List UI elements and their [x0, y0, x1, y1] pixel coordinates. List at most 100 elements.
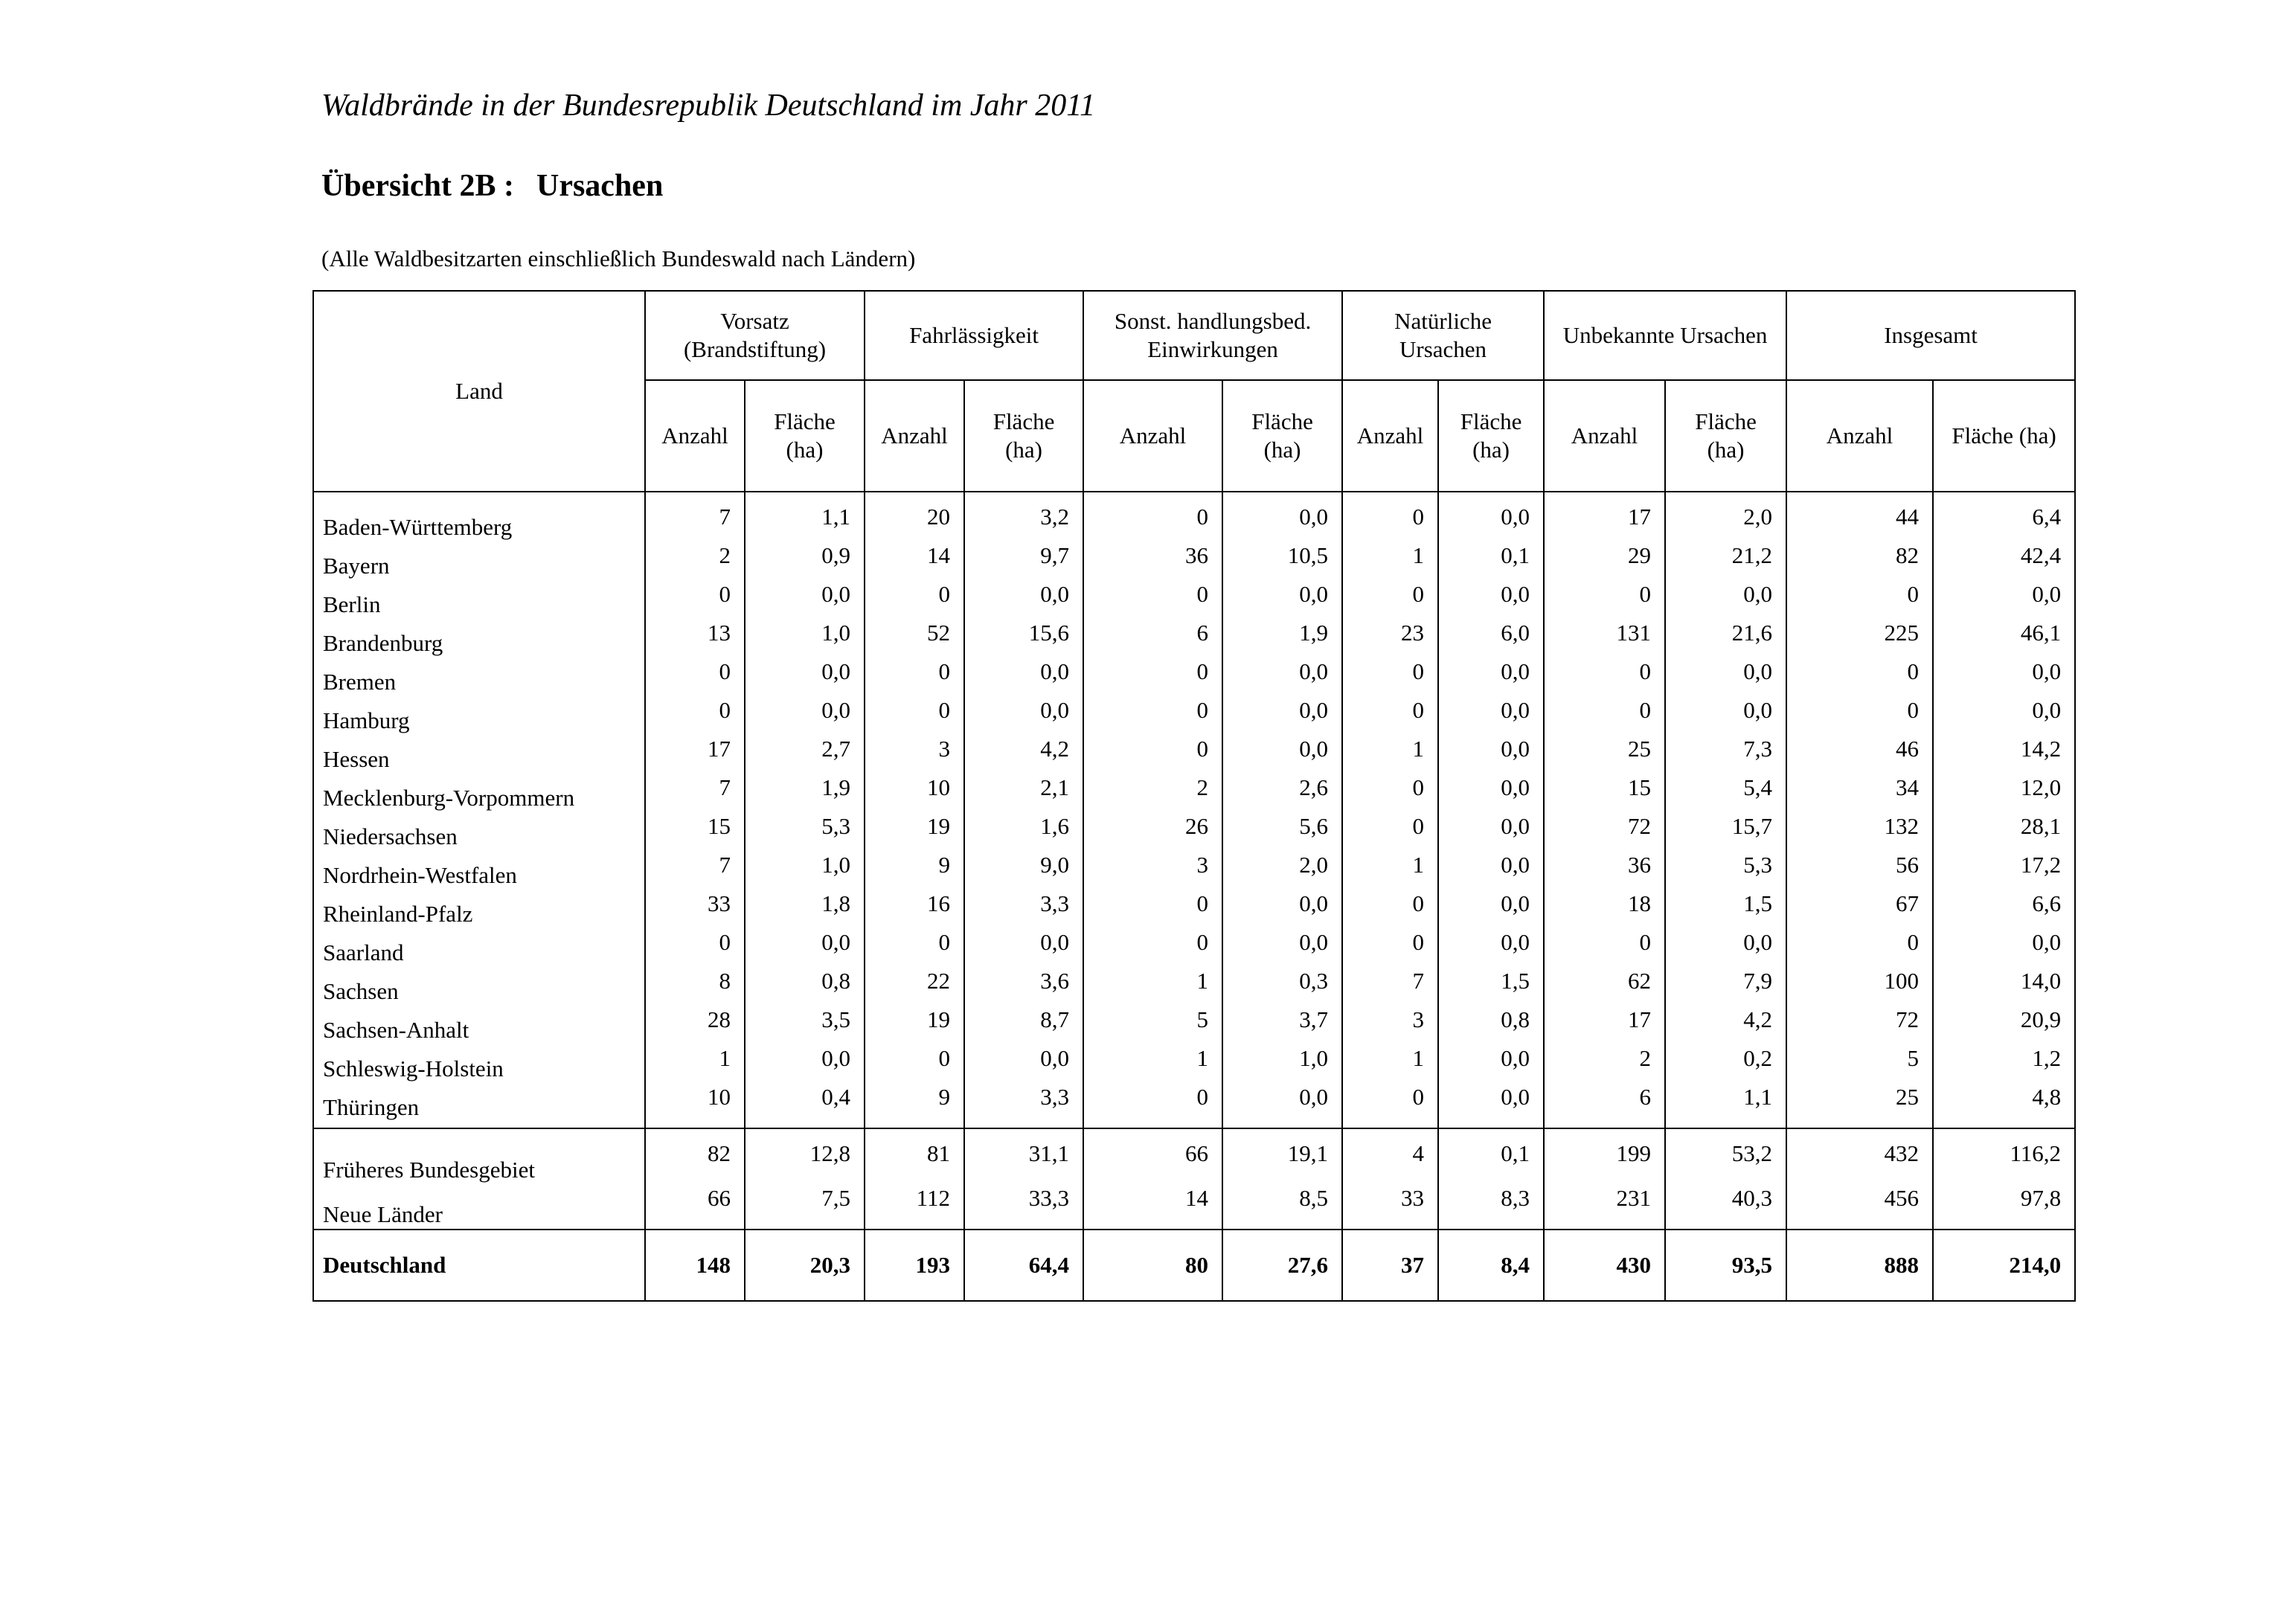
anzahl-cell: 28 [644, 1006, 745, 1044]
flaeche-cell: 0,0 [1222, 492, 1344, 541]
flaeche-header: Fläche (ha) [743, 379, 866, 492]
anzahl-cell: 112 [864, 1184, 966, 1230]
anzahl-cell: 14 [864, 541, 966, 580]
table-row: Bayern 2 0,9 14 9,7 36 10,5 1 0,1 29 21,2 82 42,4 [312, 541, 2077, 580]
table-row: Berlin 0 0,0 0 0,0 0 0,0 0 0,0 0 0,0 0 0,0 [312, 580, 2077, 619]
flaeche-cell: 0,0 [1437, 774, 1545, 812]
anzahl-cell: 4 [1341, 1128, 1440, 1184]
anzahl-cell: 9 [864, 1083, 966, 1128]
flaeche-cell: 0,2 [1664, 1044, 1788, 1083]
anzahl-cell: 0 [1341, 812, 1440, 851]
flaeche-cell: 20,3 [743, 1229, 866, 1302]
group-header-insgesamt: Insgesamt [1786, 290, 2077, 381]
anzahl-cell: 0 [1083, 735, 1224, 774]
anzahl-cell: 0 [1341, 890, 1440, 928]
anzahl-cell: 3 [864, 735, 966, 774]
anzahl-cell: 1 [1083, 1044, 1224, 1083]
anzahl-cell: 16 [864, 890, 966, 928]
flaeche-cell: 1,8 [743, 890, 866, 928]
anzahl-cell: 0 [1083, 580, 1224, 619]
flaeche-cell: 5,6 [1222, 812, 1344, 851]
anzahl-cell: 62 [1543, 967, 1667, 1006]
table-row: Thüringen 10 0,4 9 3,3 0 0,0 0 0,0 6 1,1 25 4,8 [312, 1083, 2077, 1128]
anzahl-cell: 1 [1341, 735, 1440, 774]
anzahl-cell: 0 [1083, 1083, 1224, 1128]
group-header-sonstige: Sonst. handlungsbed. Einwirkungen [1083, 290, 1344, 381]
anzahl-cell: 0 [864, 658, 966, 696]
overview-topic: Ursachen [536, 169, 664, 203]
flaeche-cell: 1,5 [1437, 967, 1545, 1006]
table-row: Sachsen 8 0,8 22 3,6 1 0,3 7 1,5 62 7,9 100 14,0 [312, 967, 2077, 1006]
flaeche-cell: 9,0 [963, 851, 1085, 890]
flaeche-cell: 1,9 [1222, 619, 1344, 658]
overview-label: Übersicht 2B : [321, 169, 514, 203]
causes-table: Land Vorsatz (Brandstiftung) Fahrlässigk… [312, 290, 2077, 1302]
flaeche-cell: 2,1 [963, 774, 1085, 812]
anzahl-cell: 2 [1543, 1044, 1667, 1083]
flaeche-cell: 21,6 [1664, 619, 1788, 658]
anzahl-cell: 66 [644, 1184, 745, 1230]
flaeche-cell: 0,0 [1222, 735, 1344, 774]
flaeche-cell: 6,0 [1437, 619, 1545, 658]
anzahl-cell: 131 [1543, 619, 1667, 658]
flaeche-cell: 0,0 [1437, 851, 1545, 890]
land-name: Nordrhein-Westfalen [312, 851, 646, 890]
land-header: Land [312, 290, 646, 492]
anzahl-cell: 5 [1786, 1044, 1934, 1083]
flaeche-cell: 46,1 [1932, 619, 2077, 658]
table-row: Saarland 0 0,0 0 0,0 0 0,0 0 0,0 0 0,0 0 0,0 [312, 928, 2077, 967]
flaeche-cell: 9,7 [963, 541, 1085, 580]
land-name: Niedersachsen [312, 812, 646, 851]
table-row: Bremen 0 0,0 0 0,0 0 0,0 0 0,0 0 0,0 0 0,0 [312, 658, 2077, 696]
flaeche-cell: 0,0 [743, 1044, 866, 1083]
flaeche-cell: 42,4 [1932, 541, 2077, 580]
flaeche-cell: 0,0 [1932, 928, 2077, 967]
table-row: Schleswig-Holstein 1 0,0 0 0,0 1 1,0 1 0,0 2 0,2 5 1… [312, 1044, 2077, 1083]
anzahl-cell: 0 [864, 696, 966, 735]
land-name: Berlin [312, 580, 646, 619]
flaeche-cell: 0,0 [1222, 928, 1344, 967]
total-row: Deutschland 148 20,3 193 64,4 80 27,6 37 8,4 430 9… [312, 1229, 2077, 1302]
anzahl-cell: 0 [644, 696, 745, 735]
flaeche-cell: 1,5 [1664, 890, 1788, 928]
flaeche-cell: 0,0 [1437, 1044, 1545, 1083]
flaeche-cell: 0,1 [1437, 541, 1545, 580]
anzahl-cell: 0 [1341, 774, 1440, 812]
anzahl-cell: 0 [1786, 658, 1934, 696]
flaeche-cell: 0,0 [1932, 580, 2077, 619]
group-header-unbekannte: Unbekannte Ursachen [1543, 290, 1788, 381]
anzahl-header: Anzahl [1543, 379, 1667, 492]
anzahl-cell: 14 [1083, 1184, 1224, 1230]
anzahl-cell: 72 [1543, 812, 1667, 851]
flaeche-cell: 0,3 [1222, 967, 1344, 1006]
table-note: (Alle Waldbesitzarten einschließlich Bun… [321, 245, 916, 271]
table-row: Nordrhein-Westfalen 7 1,0 9 9,0 3 2,0 1 0,0 36 5,3… [312, 851, 2077, 890]
anzahl-cell: 20 [864, 492, 966, 541]
anzahl-cell: 0 [644, 658, 745, 696]
flaeche-cell: 0,0 [1437, 492, 1545, 541]
anzahl-cell: 888 [1786, 1229, 1934, 1302]
anzahl-cell: 13 [644, 619, 745, 658]
flaeche-cell: 53,2 [1664, 1128, 1788, 1184]
table-row: Sachsen-Anhalt 28 3,5 19 8,7 5 3,7 3 0,8 17 4,2 72 2… [312, 1006, 2077, 1044]
anzahl-cell: 29 [1543, 541, 1667, 580]
anzahl-cell: 456 [1786, 1184, 1934, 1230]
flaeche-cell: 0,0 [963, 1044, 1085, 1083]
anzahl-cell: 148 [644, 1229, 745, 1302]
anzahl-cell: 82 [644, 1128, 745, 1184]
table-row: Baden-Württemberg 7 1,1 20 3,2 0 0,0 0 0,0 17 2,0 4… [312, 492, 2077, 541]
flaeche-cell: 3,3 [963, 1083, 1085, 1128]
flaeche-cell: 0,0 [743, 928, 866, 967]
flaeche-header: Fläche (ha) [1437, 379, 1545, 492]
anzahl-cell: 15 [644, 812, 745, 851]
flaeche-cell: 0,0 [1664, 658, 1788, 696]
flaeche-cell: 3,2 [963, 492, 1085, 541]
anzahl-cell: 3 [1083, 851, 1224, 890]
anzahl-cell: 36 [1083, 541, 1224, 580]
anzahl-cell: 0 [864, 928, 966, 967]
anzahl-cell: 1 [644, 1044, 745, 1083]
land-name: Früheres Bundesgebiet [312, 1128, 646, 1184]
flaeche-cell: 0,0 [1664, 696, 1788, 735]
anzahl-cell: 0 [1083, 928, 1224, 967]
land-name: Baden-Württemberg [312, 492, 646, 541]
